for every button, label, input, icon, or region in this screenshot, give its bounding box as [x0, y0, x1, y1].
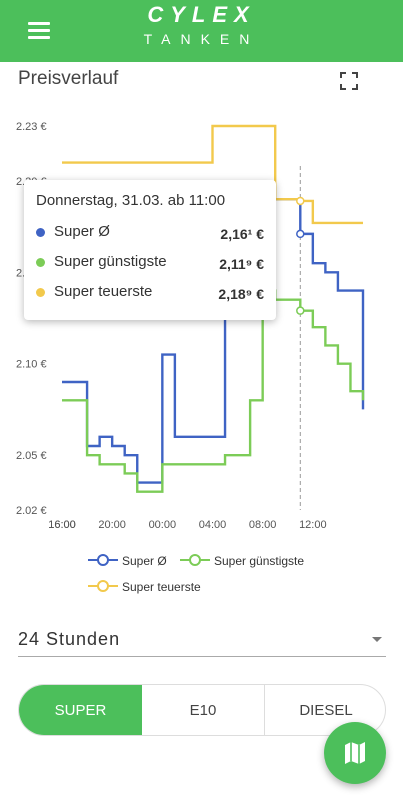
tooltip-row-super-avg: Super Ø 2,16¹ € — [36, 217, 264, 247]
app-header: CYLEX TANKEN — [0, 0, 403, 62]
tab-divider — [264, 685, 265, 735]
fuel-type-tabs: SUPER E10 DIESEL — [18, 684, 386, 736]
dropdown-arrow-icon — [372, 637, 382, 642]
legend-label: Super Ø — [122, 554, 167, 568]
tab-super[interactable]: SUPER — [19, 685, 142, 735]
chart-tooltip: Donnerstag, 31.03. ab 11:00 Super Ø 2,16… — [24, 180, 276, 320]
tooltip-row-super-cheapest: Super günstigste 2,11⁹ € — [36, 247, 264, 277]
hover-point — [296, 306, 305, 315]
tooltip-title: Donnerstag, 31.03. ab 11:00 — [36, 192, 226, 209]
x-tick-label: 00:00 — [149, 519, 177, 531]
tooltip-series-name: Super günstigste — [54, 253, 167, 270]
x-tick-label: 08:00 — [249, 519, 277, 531]
series-color-dot — [36, 228, 45, 237]
x-tick-label: 16:00 — [48, 519, 76, 531]
x-tick-label: 12:00 — [299, 519, 327, 531]
section-title: Preisverlauf — [18, 68, 119, 89]
legend-label: Super teuerste — [122, 580, 201, 594]
series-line — [62, 197, 365, 484]
time-range-select[interactable]: 24 Stunden — [18, 623, 386, 657]
hover-point — [296, 229, 305, 239]
x-tick-label: 04:00 — [199, 519, 227, 531]
map-button[interactable] — [324, 722, 386, 784]
tooltip-series-name: Super Ø — [54, 223, 110, 240]
price-chart[interactable]: 2.02 €2.05 €2.10 €2.15 €2.20 €2.23 €16:0… — [0, 110, 403, 540]
tooltip-series-name: Super teuerste — [54, 283, 153, 300]
brand-subtitle: TANKEN — [143, 31, 260, 47]
x-tick-label: 16:00 — [48, 519, 76, 531]
legend-item-super-cheapest[interactable]: Super günstigste — [180, 553, 330, 569]
series-color-dot — [36, 258, 45, 267]
tooltip-series-value: 2,18⁹ € — [218, 286, 264, 302]
tab-diesel[interactable]: DIESEL — [299, 702, 353, 719]
brand-logo: CYLEX — [147, 2, 256, 27]
hover-point — [296, 196, 305, 206]
time-range-value: 24 Stunden — [18, 629, 121, 649]
fullscreen-icon[interactable] — [340, 72, 358, 90]
tab-e10[interactable]: E10 — [189, 702, 217, 719]
x-tick-label: 20:00 — [98, 519, 126, 531]
map-icon — [345, 742, 365, 764]
tooltip-row-super-expensive: Super teuerste 2,18⁹ € — [36, 277, 264, 307]
series-color-dot — [36, 288, 45, 297]
tooltip-series-value: 2,16¹ € — [220, 226, 264, 242]
series-line — [62, 124, 363, 225]
menu-icon[interactable] — [28, 22, 50, 40]
tooltip-series-value: 2,11⁹ € — [219, 256, 264, 272]
y-tick-label: 2.23 € — [16, 121, 47, 133]
legend-label: Super günstigste — [214, 554, 305, 568]
legend-item-super-expensive[interactable]: Super teuerste — [88, 579, 228, 595]
y-tick-label: 2.02 € — [16, 505, 47, 517]
y-tick-label: 2.10 € — [16, 359, 47, 371]
legend-item-super-avg[interactable]: Super Ø — [88, 553, 188, 569]
series-line — [62, 289, 365, 493]
y-tick-label: 2.05 € — [16, 450, 47, 462]
